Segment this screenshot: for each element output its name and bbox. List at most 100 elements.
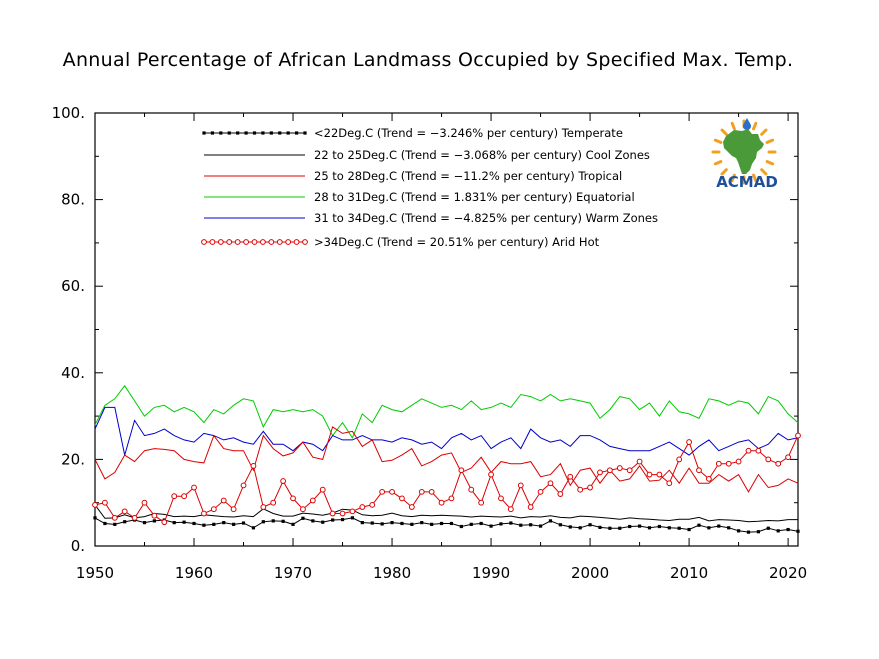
legend-entry: 31 to 34Deg.C (Trend = −4.825% per centu… [204, 211, 658, 225]
acmad-logo: ACMAD [711, 118, 778, 191]
data-point [529, 523, 533, 527]
data-point [141, 499, 148, 506]
data-point [765, 456, 772, 463]
data-point [785, 454, 791, 461]
data-point [687, 527, 691, 532]
data-point [468, 486, 475, 493]
legend-marker [236, 131, 240, 135]
data-point [517, 482, 524, 489]
legend-marker [294, 131, 299, 135]
data-point [281, 519, 285, 523]
data-point [498, 495, 504, 502]
data-point [647, 526, 652, 530]
data-point [439, 521, 444, 526]
data-point [597, 469, 603, 476]
legend-entry: <22Deg.C (Trend = −3.246% per century) T… [202, 126, 623, 140]
data-point [568, 525, 572, 529]
data-point [410, 522, 414, 526]
data-point [686, 439, 692, 445]
legend-marker [217, 239, 224, 245]
data-point [715, 460, 722, 467]
sun-ray [720, 128, 728, 136]
x-tick-label: 2010 [670, 564, 708, 582]
logo-text: ACMAD [716, 173, 778, 191]
data-point [250, 462, 257, 469]
data-point [676, 456, 683, 463]
data-point [578, 526, 582, 530]
data-point [270, 499, 277, 506]
x-tick-label: 1950 [76, 564, 114, 582]
water-drop-icon [743, 118, 751, 130]
data-point [171, 493, 178, 500]
data-point [340, 517, 345, 522]
data-point [379, 488, 386, 495]
data-point [479, 521, 483, 526]
legend-label: 22 to 25Deg.C (Trend = −3.068% per centu… [314, 148, 650, 162]
data-point [240, 482, 247, 489]
data-point [220, 497, 227, 504]
sun-ray [730, 121, 736, 131]
x-tick-label: 1980 [373, 564, 411, 582]
series-line-1 [94, 504, 798, 523]
data-point [191, 484, 197, 491]
data-point [280, 478, 287, 484]
legend-marker [251, 239, 258, 245]
data-point [291, 522, 295, 526]
legend-marker [252, 131, 257, 135]
data-point [786, 527, 790, 532]
sun-ray [730, 173, 736, 183]
legend-label: <22Deg.C (Trend = −3.246% per century) T… [314, 126, 623, 140]
series-4 [94, 406, 799, 456]
legend-marker [302, 239, 308, 245]
data-point [667, 526, 671, 530]
legend-marker [201, 239, 207, 245]
legend-marker [269, 131, 273, 135]
y-tick-label: 40. [61, 364, 85, 382]
data-point [350, 516, 355, 520]
data-point [735, 458, 742, 465]
legend-marker [285, 239, 292, 245]
legend-label: 31 to 34Deg.C (Trend = −4.825% per centu… [314, 211, 658, 225]
legend-entry: 22 to 25Deg.C (Trend = −3.068% per centu… [204, 148, 650, 162]
data-point [745, 447, 752, 454]
data-point [637, 524, 642, 528]
data-point [408, 504, 415, 510]
data-point [103, 521, 107, 526]
data-point [418, 488, 425, 495]
data-point [202, 523, 206, 527]
x-tick-label: 1960 [175, 564, 213, 582]
data-point [430, 522, 434, 526]
legend-marker [286, 131, 290, 135]
data-point [93, 516, 97, 520]
legend-label: 25 to 28Deg.C (Trend = −11.2% per centur… [314, 169, 622, 183]
legend-marker [210, 131, 215, 135]
data-point [182, 520, 186, 524]
data-point [321, 520, 325, 524]
sun-rays-icon [711, 119, 777, 185]
data-point [489, 524, 493, 528]
data-point [775, 460, 782, 467]
series-line-3 [94, 384, 799, 439]
series-line-4 [94, 406, 799, 456]
data-point [121, 508, 128, 515]
data-point [746, 530, 751, 534]
ticks: 0. 20. 40. 60. 80. 100. 1950 1960 1970 1980 1990 20… [52, 104, 808, 582]
y-tick-label: 0. [71, 537, 85, 555]
data-point [705, 475, 712, 482]
y-tick-label: 80. [61, 191, 85, 209]
data-point [519, 523, 523, 527]
data-point [390, 521, 394, 525]
data-point [428, 488, 435, 495]
data-point [399, 495, 405, 502]
legend-entry: >34Deg.C (Trend = 20.51% per century) Ar… [201, 235, 600, 249]
data-point [151, 512, 158, 519]
data-point [102, 499, 108, 506]
legend-marker [244, 131, 248, 135]
data-point [636, 458, 643, 465]
data-point [172, 521, 176, 525]
data-point [438, 499, 445, 506]
data-point [301, 516, 305, 520]
data-point [400, 521, 404, 526]
data-point [499, 522, 503, 526]
data-point [113, 522, 117, 526]
